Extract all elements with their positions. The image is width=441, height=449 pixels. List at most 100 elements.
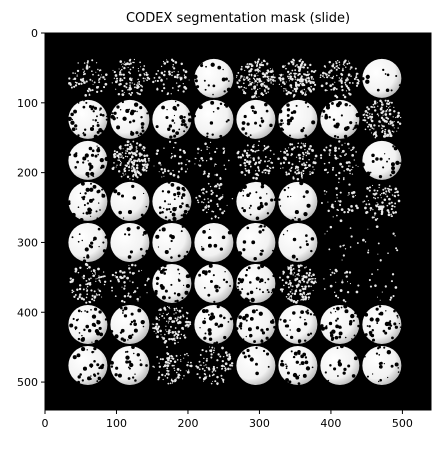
core-speckle bbox=[128, 151, 131, 155]
core-hole bbox=[71, 212, 76, 217]
core-speckle bbox=[165, 373, 167, 376]
core-hole bbox=[92, 198, 95, 201]
core-speckle bbox=[171, 355, 174, 358]
tissue-core bbox=[194, 304, 234, 346]
core-speckle bbox=[299, 82, 302, 85]
core-speckle bbox=[157, 378, 160, 381]
core-hole bbox=[203, 336, 207, 340]
core-speckle bbox=[134, 174, 138, 177]
core-speckle bbox=[121, 63, 123, 65]
core-hole bbox=[259, 196, 262, 200]
core-speckle bbox=[328, 248, 331, 251]
core-hole bbox=[246, 122, 250, 126]
core-speckle bbox=[353, 159, 355, 161]
core-speckle bbox=[112, 153, 115, 156]
core-speckle bbox=[237, 71, 240, 74]
tissue-core bbox=[193, 99, 234, 139]
core-speckle bbox=[380, 111, 383, 114]
core-speckle bbox=[119, 60, 123, 63]
core-hole bbox=[256, 218, 258, 220]
core-speckle bbox=[119, 79, 122, 82]
core-speckle bbox=[166, 377, 169, 379]
core-speckle bbox=[313, 278, 315, 280]
core-speckle bbox=[205, 364, 207, 366]
core-hole bbox=[129, 250, 133, 254]
core-hole bbox=[287, 195, 289, 198]
core-hole bbox=[164, 216, 168, 219]
core-speckle bbox=[259, 70, 261, 72]
core-speckle bbox=[339, 289, 343, 292]
core-speckle bbox=[139, 144, 141, 146]
core-speckle bbox=[136, 84, 139, 86]
core-speckle bbox=[300, 172, 303, 174]
core-speckle bbox=[379, 299, 381, 301]
core-speckle bbox=[292, 96, 295, 98]
core-speckle bbox=[342, 299, 346, 302]
core-speckle bbox=[313, 83, 317, 86]
core-hole bbox=[170, 256, 173, 259]
core-speckle bbox=[160, 164, 162, 166]
core-hole bbox=[140, 213, 144, 217]
core-speckle bbox=[136, 170, 140, 174]
core-hole bbox=[239, 189, 242, 193]
core-hole bbox=[172, 216, 177, 221]
core-speckle bbox=[221, 378, 225, 382]
core-speckle bbox=[339, 200, 342, 203]
core-speckle bbox=[128, 87, 132, 91]
core-hole bbox=[223, 316, 226, 320]
core-speckle bbox=[374, 284, 377, 287]
core-speckle bbox=[300, 299, 302, 301]
core-hole bbox=[214, 284, 219, 289]
core-speckle bbox=[131, 169, 134, 173]
core-speckle bbox=[283, 90, 285, 92]
core-speckle bbox=[381, 291, 383, 293]
core-speckle bbox=[391, 130, 394, 133]
core-speckle bbox=[291, 79, 293, 81]
tissue-core bbox=[194, 222, 234, 262]
core-speckle bbox=[306, 150, 309, 153]
core-disc bbox=[152, 222, 192, 262]
core-hole bbox=[122, 309, 125, 312]
core-speckle bbox=[179, 337, 182, 340]
core-speckle bbox=[173, 364, 175, 367]
core-speckle bbox=[386, 204, 389, 207]
core-speckle bbox=[388, 197, 391, 201]
core-speckle bbox=[76, 74, 78, 76]
core-speckle bbox=[124, 155, 127, 158]
core-speckle bbox=[135, 166, 139, 170]
core-hole bbox=[305, 240, 308, 243]
core-speckle bbox=[396, 249, 399, 252]
core-speckle bbox=[184, 70, 188, 74]
core-speckle bbox=[122, 66, 124, 68]
core-hole bbox=[179, 115, 184, 120]
core-hole bbox=[140, 320, 145, 325]
tissue-core bbox=[236, 58, 276, 99]
core-hole bbox=[167, 180, 171, 184]
core-speckle bbox=[240, 65, 243, 68]
core-hole bbox=[240, 327, 243, 330]
core-speckle bbox=[94, 271, 96, 274]
core-speckle bbox=[364, 241, 367, 243]
tissue-core bbox=[319, 304, 360, 344]
core-speckle bbox=[273, 74, 275, 76]
core-speckle bbox=[320, 201, 323, 204]
core-hole bbox=[96, 123, 100, 128]
core-hole bbox=[298, 374, 300, 377]
core-speckle bbox=[269, 167, 272, 170]
core-speckle bbox=[323, 162, 326, 165]
core-speckle bbox=[323, 76, 325, 79]
core-speckle bbox=[313, 81, 315, 84]
core-speckle bbox=[173, 75, 177, 79]
core-speckle bbox=[287, 161, 291, 165]
core-speckle bbox=[244, 69, 246, 72]
core-speckle bbox=[87, 282, 91, 285]
core-speckle bbox=[262, 150, 264, 152]
core-speckle bbox=[324, 72, 327, 75]
core-hole bbox=[278, 198, 281, 201]
core-hole bbox=[169, 203, 171, 205]
core-disc bbox=[194, 222, 234, 262]
core-speckle bbox=[310, 85, 312, 88]
core-speckle bbox=[77, 82, 81, 86]
core-hole bbox=[145, 364, 148, 367]
core-hole bbox=[303, 322, 308, 326]
